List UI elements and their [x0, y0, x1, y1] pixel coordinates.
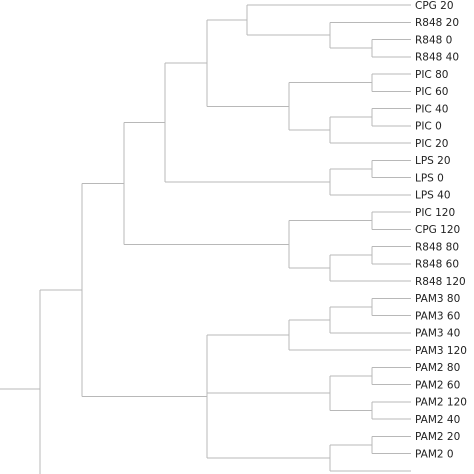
leaf-label: LPS 20	[415, 155, 451, 167]
leaf-label: LPS 40	[415, 190, 451, 202]
leaf-label: R848 20	[415, 17, 459, 29]
leaf-label: PAM2 40	[415, 414, 460, 426]
leaf-label: PAM2 80	[415, 362, 460, 374]
leaf-label: PIC 80	[415, 69, 448, 81]
leaf-label: CPG 20	[415, 0, 454, 12]
leaf-label: PIC 20	[415, 138, 448, 150]
leaf-labels: CPG 20 R848 20 R848 0 R848 40 PIC 80 PIC 60 PI…	[415, 0, 467, 460]
leaf-label: PIC 120	[415, 207, 455, 219]
leaf-label: R848 120	[415, 276, 466, 288]
leaf-label: CPG 120	[415, 224, 460, 236]
leaf-label: PAM2 20	[415, 431, 460, 443]
leaf-label: PAM3 40	[415, 328, 460, 340]
leaf-label: PAM3 120	[415, 345, 467, 357]
leaf-label: PIC 40	[415, 103, 448, 115]
leaf-label: PAM2 0	[415, 448, 454, 460]
leaf-label: PAM3 60	[415, 310, 460, 322]
leaf-label: PAM2 120	[415, 397, 467, 409]
leaf-label: R848 40	[415, 52, 459, 64]
leaf-label: PAM3 80	[415, 293, 460, 305]
leaf-label: PAM2 60	[415, 379, 460, 391]
leaf-label: LPS 0	[415, 172, 444, 184]
leaf-label: PIC 60	[415, 86, 448, 98]
leaf-label: R848 0	[415, 34, 452, 46]
dendrogram-branches	[0, 4, 411, 474]
leaf-label: R848 60	[415, 259, 459, 271]
leaf-label: R848 80	[415, 241, 459, 253]
leaf-label: PIC 0	[415, 121, 442, 133]
